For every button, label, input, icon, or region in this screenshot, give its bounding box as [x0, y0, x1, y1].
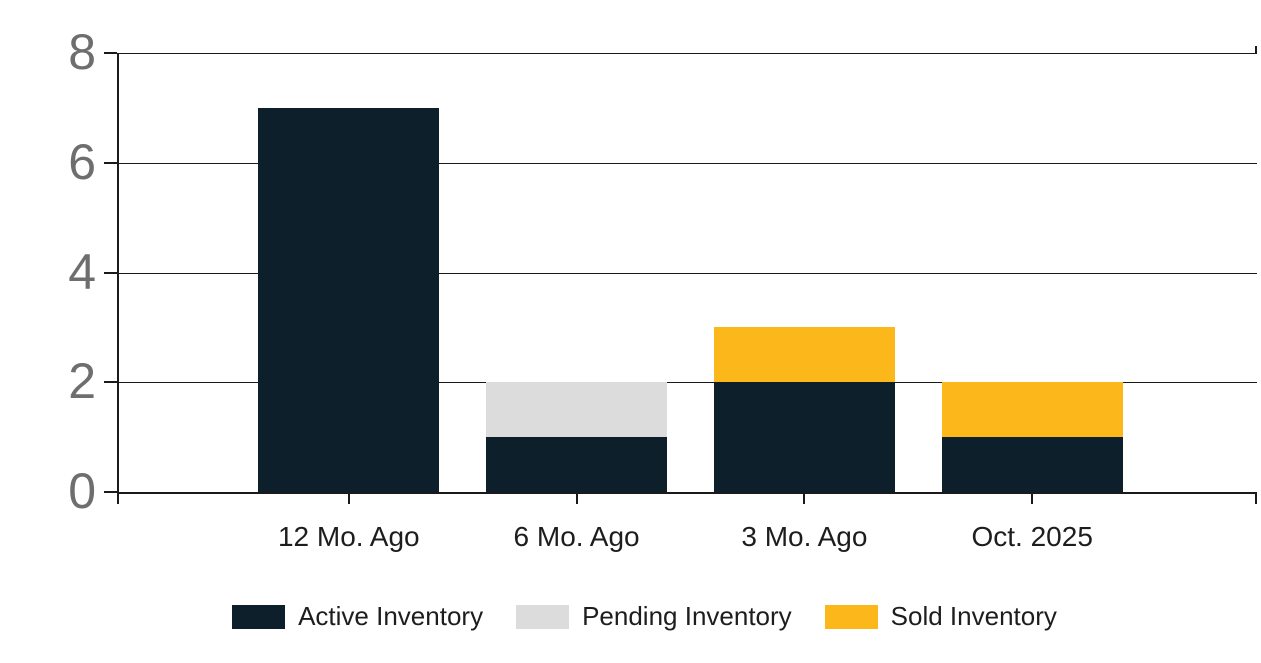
y-axis-label-8: 8 — [68, 24, 96, 80]
legend-label: Sold Inventory — [890, 601, 1057, 631]
bar-segment-sold-inventory-3 — [713, 327, 895, 383]
legend-label: Active Inventory — [298, 601, 484, 631]
x-tick-2 — [575, 494, 578, 504]
y-axis-label-0: 0 — [68, 463, 96, 519]
legend-entry-sold-inventory: Sold Inventory — [824, 601, 1057, 632]
bar-segment-active-inventory-4 — [941, 437, 1123, 492]
y-tick-2 — [104, 381, 117, 384]
y-tick-6 — [104, 161, 117, 164]
legend-entry-active-inventory: Active Inventory — [232, 601, 483, 632]
x-axis-end-tick — [1255, 494, 1257, 504]
y-axis-label-2: 2 — [68, 353, 96, 410]
x-tick-1 — [347, 494, 350, 504]
y-axis-label-6: 6 — [68, 133, 96, 190]
legend-swatch — [824, 604, 878, 629]
gridline-y-6 — [118, 162, 1257, 164]
x-axis-label-3: 3 Mo. Ago — [741, 521, 868, 552]
gridline-y-2 — [118, 382, 1257, 384]
bar-segment-sold-inventory-4 — [941, 382, 1123, 438]
x-axis-label-1: 12 Mo. Ago — [277, 521, 420, 552]
y-tick-4 — [104, 271, 117, 274]
x-axis-line — [118, 492, 1257, 494]
x-tick-4 — [1031, 494, 1034, 504]
legend-entry-pending-inventory: Pending Inventory — [516, 601, 792, 632]
bar-segment-active-inventory-3 — [713, 382, 895, 492]
legend-swatch — [516, 604, 570, 629]
top-gridline-end-tick — [1255, 46, 1257, 53]
y-axis-line — [117, 53, 119, 504]
legend-swatch — [232, 604, 286, 629]
legend: Active Inventory Pending Inventory Sold In… — [14, 601, 1261, 632]
x-tick-3 — [803, 494, 806, 504]
gridline-y-8 — [118, 53, 1257, 54]
bar-segment-active-inventory-1 — [258, 107, 440, 492]
x-axis-label-4: Oct. 2025 — [971, 521, 1093, 552]
y-axis-label-4: 4 — [68, 243, 96, 300]
y-tick-8 — [104, 52, 117, 54]
bar-segment-pending-inventory-2 — [486, 382, 668, 438]
y-tick-0 — [104, 491, 117, 493]
legend-label: Pending Inventory — [582, 601, 792, 631]
x-axis-label-2: 6 Mo. Ago — [513, 521, 640, 552]
gridline-y-4 — [118, 272, 1257, 274]
bar-segment-active-inventory-2 — [486, 437, 668, 492]
